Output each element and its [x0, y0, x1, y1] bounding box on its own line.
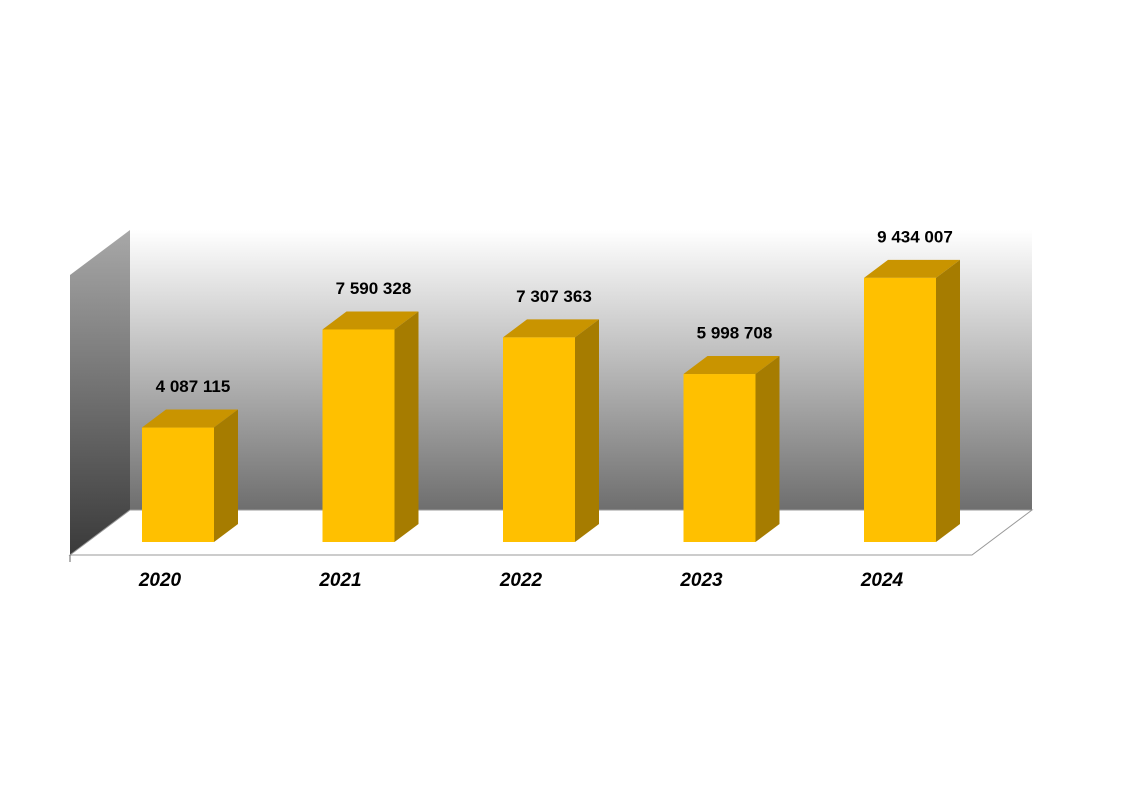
data-label: 9 434 007	[877, 227, 953, 246]
data-label: 5 998 708	[697, 324, 773, 343]
bar-top	[503, 319, 599, 338]
bar-top	[864, 259, 960, 278]
bar-side	[394, 311, 419, 542]
data-label: 7 307 363	[516, 287, 592, 306]
bar	[142, 427, 214, 542]
x-tick-label: 2023	[679, 570, 723, 591]
bar-side	[755, 356, 780, 542]
bar	[503, 337, 575, 542]
bar-top	[322, 311, 419, 330]
side-wall	[70, 230, 130, 555]
bar-side	[214, 409, 238, 542]
x-tick-label: 2021	[318, 570, 361, 591]
bar	[864, 277, 936, 542]
bar	[683, 374, 756, 542]
x-tick-label: 2024	[860, 570, 904, 591]
data-label: 7 590 328	[336, 279, 412, 298]
bar-side	[575, 319, 599, 542]
bar-top	[142, 409, 238, 428]
data-label: 4 087 115	[156, 377, 231, 396]
bar	[322, 329, 395, 542]
bar-side	[936, 259, 960, 542]
x-tick-label: 2022	[499, 570, 543, 591]
bar-top	[683, 356, 780, 375]
x-tick-label: 2020	[138, 570, 182, 591]
